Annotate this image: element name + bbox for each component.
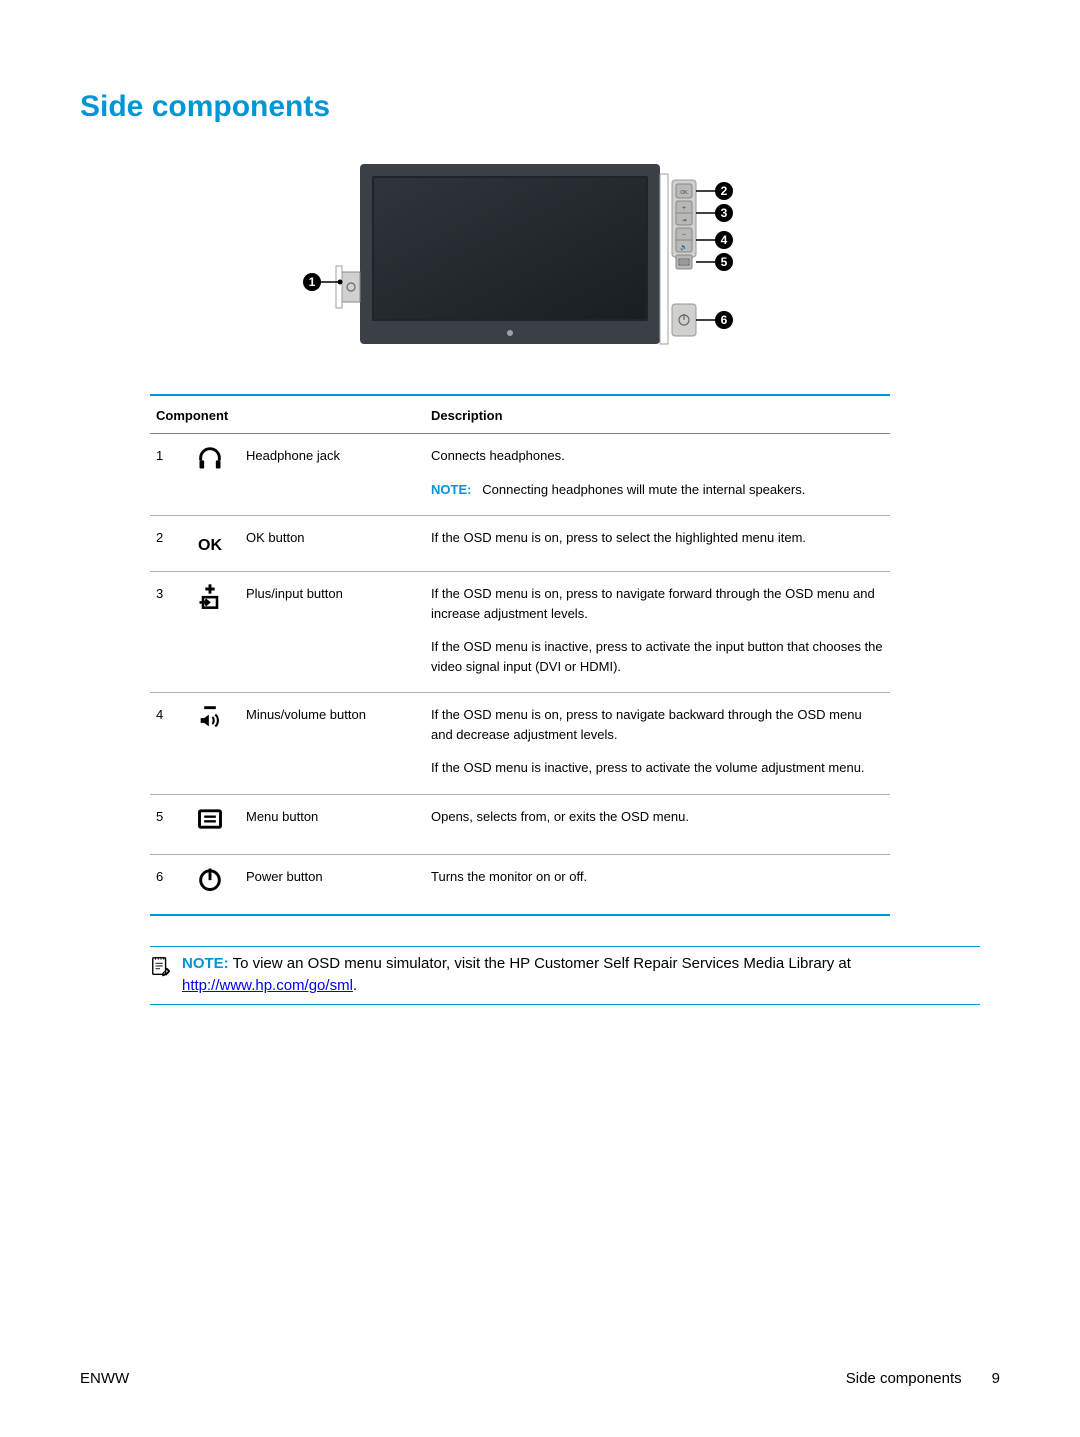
component-description: Connects headphones.NOTE: Connecting hea… <box>425 434 890 516</box>
svg-text:3: 3 <box>721 206 728 220</box>
footer-left: ENWW <box>80 1370 129 1387</box>
minus-volume-icon <box>180 693 240 795</box>
header-description: Description <box>425 395 890 434</box>
svg-text:⇥: ⇥ <box>681 218 686 224</box>
svg-text:5: 5 <box>721 255 728 269</box>
table-row: 3 Plus/input buttonIf the OSD menu is on,… <box>150 572 890 693</box>
row-number: 4 <box>150 693 180 795</box>
section-title: Side components <box>80 90 1000 124</box>
note-box: NOTE: To view an OSD menu simulator, vis… <box>150 946 980 1005</box>
plus-input-icon <box>180 572 240 693</box>
footer-section: Side components <box>846 1370 962 1387</box>
component-name: Minus/volume button <box>240 693 425 795</box>
component-name: Power button <box>240 854 425 915</box>
svg-text:+: + <box>682 205 686 212</box>
header-component: Component <box>150 395 425 434</box>
note-link[interactable]: http://www.hp.com/go/sml <box>182 977 353 994</box>
menu-icon <box>180 794 240 854</box>
component-name: Plus/input button <box>240 572 425 693</box>
power-icon <box>180 854 240 915</box>
table-row: 5 Menu buttonOpens, selects from, or exit… <box>150 794 890 854</box>
row-number: 1 <box>150 434 180 516</box>
ok-icon: OK <box>180 516 240 572</box>
svg-text:4: 4 <box>721 233 728 247</box>
callout-6: 6 <box>696 311 733 329</box>
component-description: Opens, selects from, or exits the OSD me… <box>425 794 890 854</box>
row-number: 3 <box>150 572 180 693</box>
callout-2: 2 <box>696 182 733 200</box>
component-name: OK button <box>240 516 425 572</box>
table-row: 1 Headphone jackConnects headphones.NOTE:… <box>150 434 890 516</box>
row-number: 2 <box>150 516 180 572</box>
row-number: 6 <box>150 854 180 915</box>
row-number: 5 <box>150 794 180 854</box>
svg-text:1: 1 <box>309 275 316 289</box>
note-icon <box>150 953 174 985</box>
note-text: NOTE: To view an OSD menu simulator, vis… <box>182 953 980 998</box>
component-description: If the OSD menu is on, press to navigate… <box>425 572 890 693</box>
component-description: If the OSD menu is on, press to navigate… <box>425 693 890 795</box>
component-description: If the OSD menu is on, press to select t… <box>425 516 890 572</box>
component-name: Menu button <box>240 794 425 854</box>
svg-text:🔊: 🔊 <box>680 243 688 251</box>
svg-text:OK: OK <box>680 190 688 196</box>
component-description: Turns the monitor on or off. <box>425 854 890 915</box>
table-row: 6 Power buttonTurns the monitor on or off… <box>150 854 890 915</box>
callout-5: 5 <box>696 253 733 271</box>
svg-text:6: 6 <box>721 313 728 327</box>
callout-4: 4 <box>696 231 733 249</box>
footer-page-number: 9 <box>992 1370 1000 1387</box>
page-footer: ENWW Side components 9 <box>80 1370 1000 1387</box>
headphone-icon <box>180 434 240 516</box>
svg-text:2: 2 <box>721 184 728 198</box>
callout-3: 3 <box>696 204 733 222</box>
table-row: 4 Minus/volume buttonIf the OSD menu is o… <box>150 693 890 795</box>
svg-text:−: − <box>682 232 686 239</box>
callout-1: 1 <box>303 273 343 291</box>
table-row: 2OKOK buttonIf the OSD menu is on, press… <box>150 516 890 572</box>
components-table: Component Description 1 Headphone jackCon… <box>150 394 890 916</box>
monitor-diagram: 1 OK + ⇥ − 🔊 <box>170 154 910 354</box>
component-name: Headphone jack <box>240 434 425 516</box>
